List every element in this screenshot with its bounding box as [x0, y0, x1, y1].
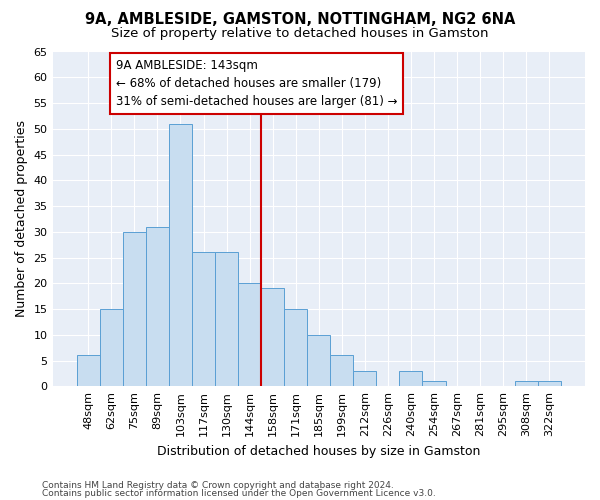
Bar [400, 371, 422, 386]
Bar [238, 284, 261, 387]
Text: 9A AMBLESIDE: 143sqm
← 68% of detached houses are smaller (179)
31% of semi-deta: 9A AMBLESIDE: 143sqm ← 68% of detached h… [116, 59, 397, 108]
Text: 9A, AMBLESIDE, GAMSTON, NOTTINGHAM, NG2 6NA: 9A, AMBLESIDE, GAMSTON, NOTTINGHAM, NG2 … [85, 12, 515, 28]
Bar [169, 124, 192, 386]
Bar [307, 335, 330, 386]
Bar [146, 226, 169, 386]
Text: Contains public sector information licensed under the Open Government Licence v3: Contains public sector information licen… [42, 490, 436, 498]
Bar [123, 232, 146, 386]
Bar [284, 309, 307, 386]
Bar [192, 252, 215, 386]
Text: Contains HM Land Registry data © Crown copyright and database right 2024.: Contains HM Land Registry data © Crown c… [42, 480, 394, 490]
Text: Size of property relative to detached houses in Gamston: Size of property relative to detached ho… [111, 28, 489, 40]
Bar [538, 381, 561, 386]
Bar [515, 381, 538, 386]
Bar [261, 288, 284, 386]
Bar [215, 252, 238, 386]
Y-axis label: Number of detached properties: Number of detached properties [15, 120, 28, 318]
Bar [330, 356, 353, 386]
Bar [100, 309, 123, 386]
Bar [422, 381, 446, 386]
Bar [353, 371, 376, 386]
X-axis label: Distribution of detached houses by size in Gamston: Distribution of detached houses by size … [157, 444, 481, 458]
Bar [77, 356, 100, 386]
